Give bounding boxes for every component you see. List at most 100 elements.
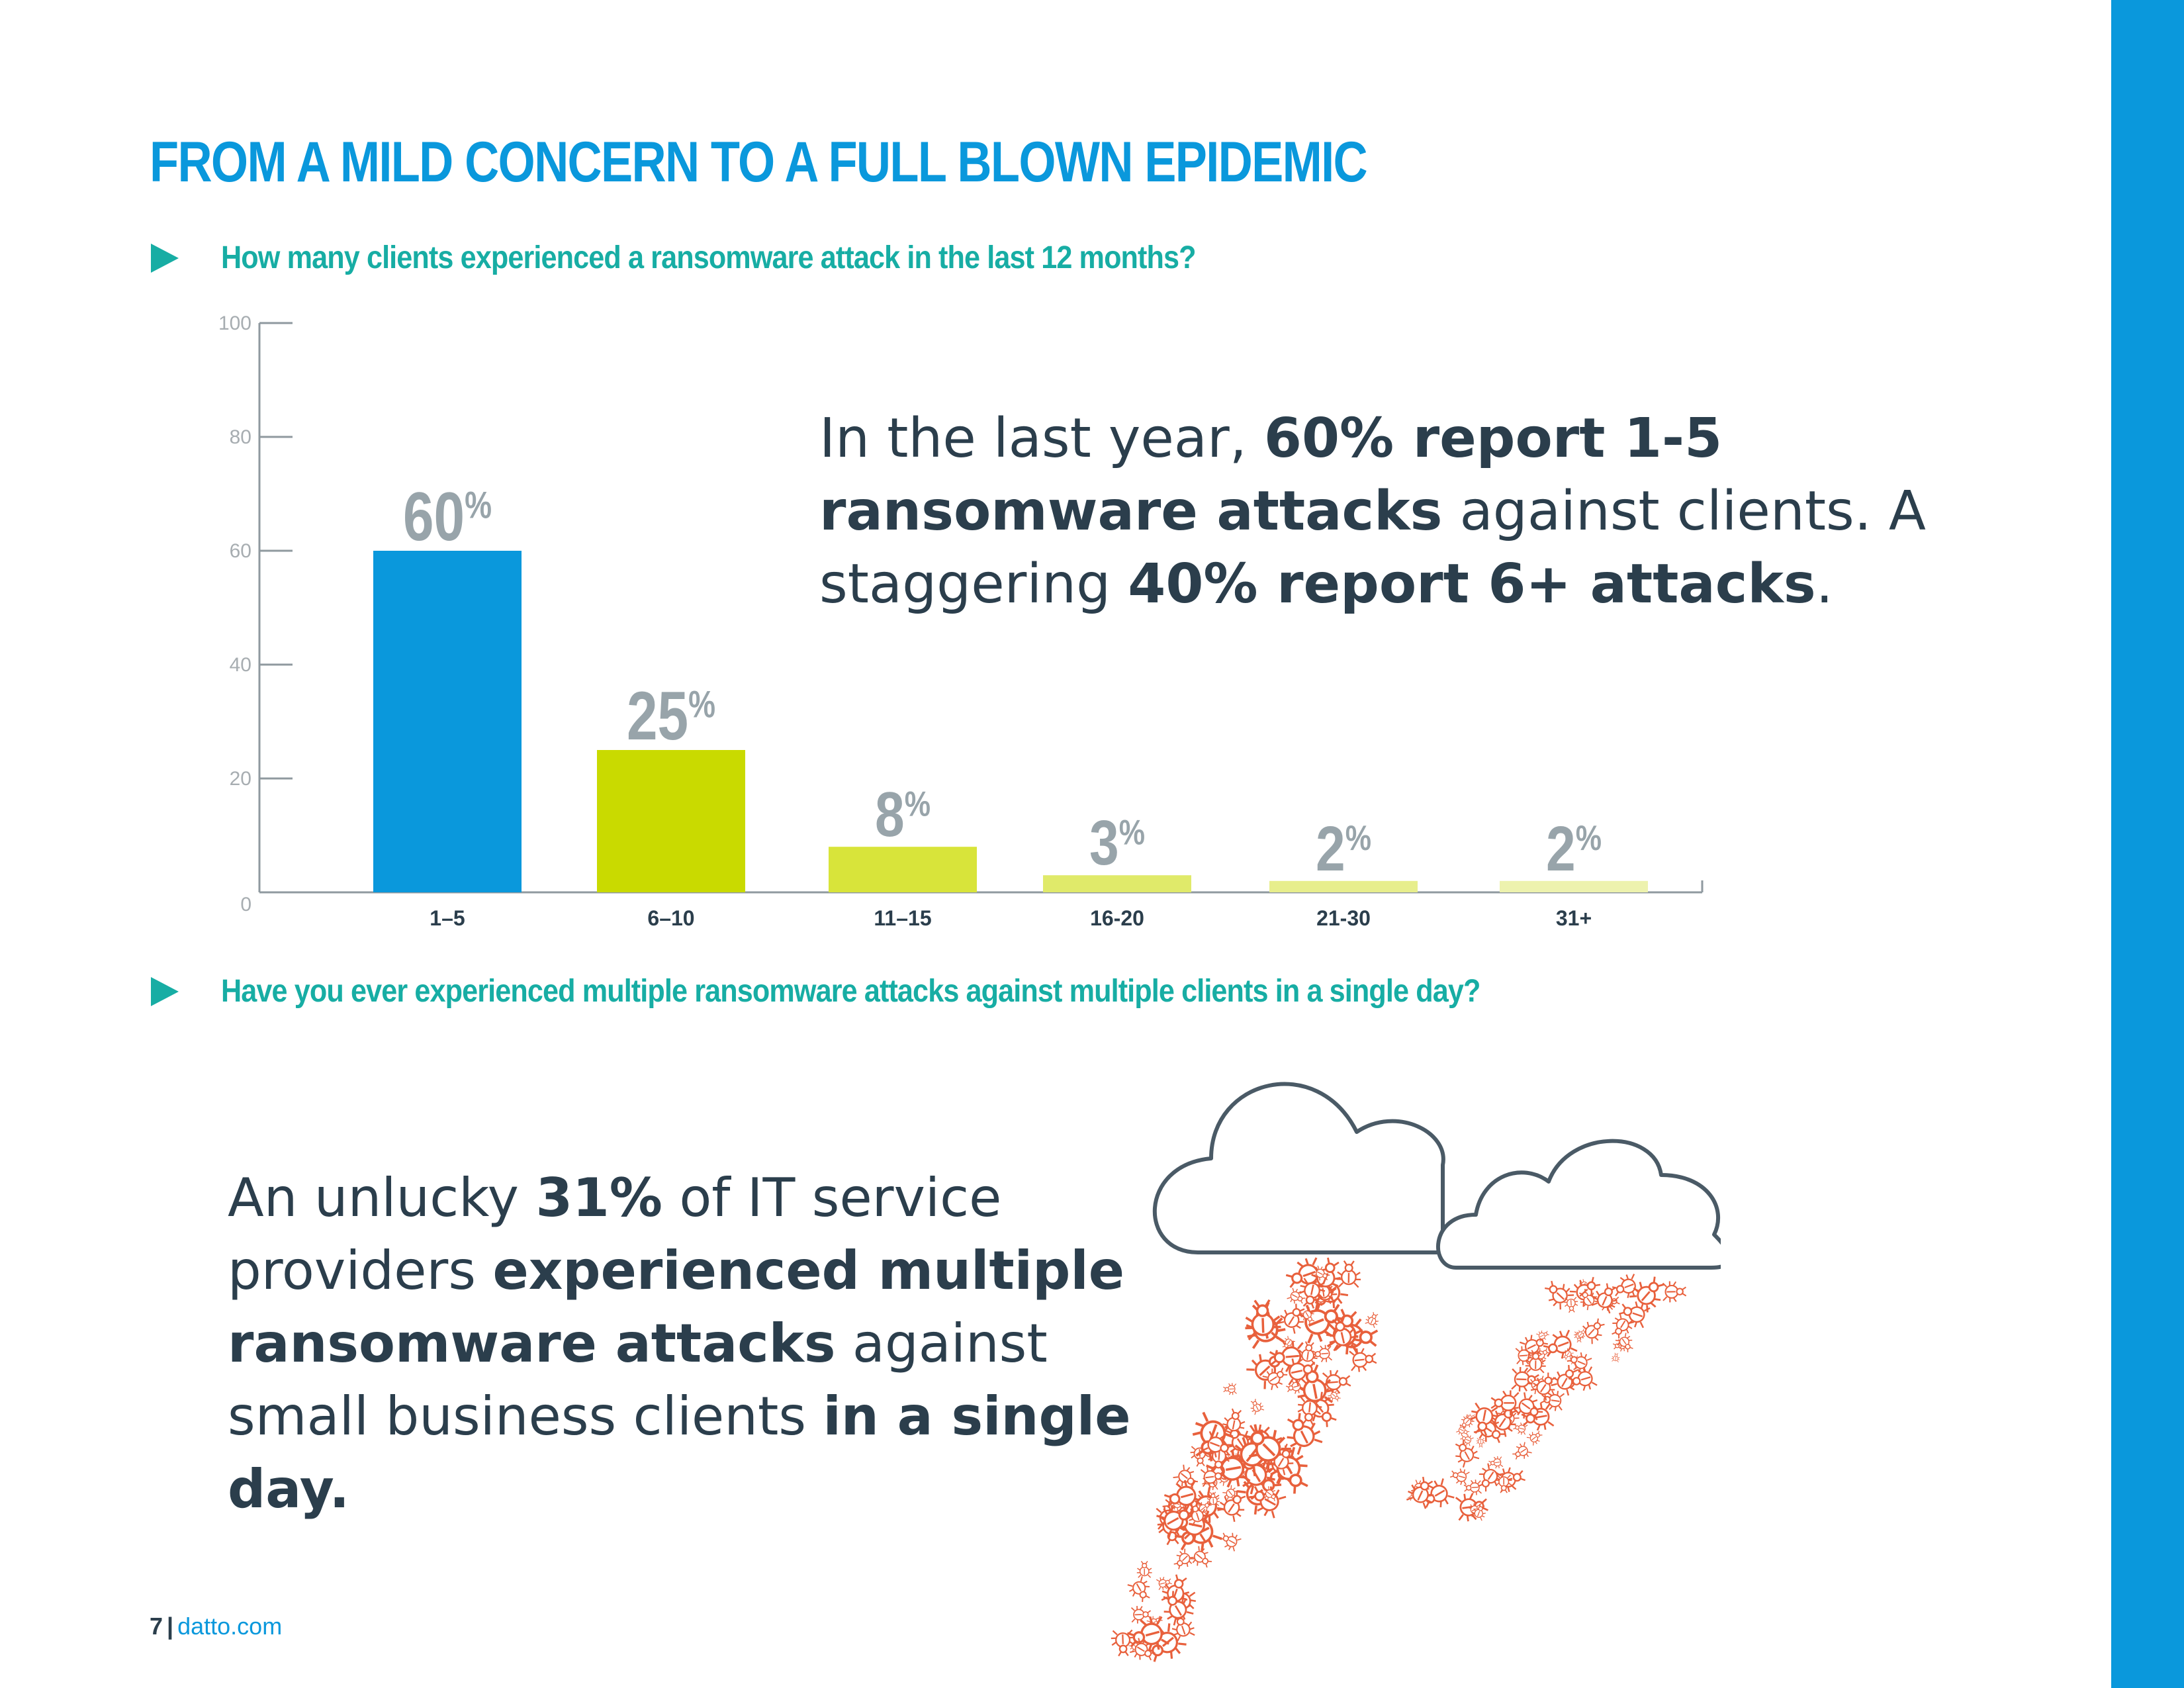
bug-icon	[1495, 1474, 1512, 1493]
bug-icon	[1543, 1329, 1578, 1359]
bug-icon	[1130, 1605, 1152, 1624]
bug-icon	[1156, 1576, 1172, 1590]
bug-icon	[1126, 1616, 1169, 1652]
bug-icon	[1195, 1501, 1212, 1517]
x-tick-label: 16-20	[1090, 906, 1144, 930]
bug-icon	[1156, 1505, 1195, 1538]
footer-separator: |	[167, 1613, 174, 1640]
bar-chart: 0 20 40 60 80 100 1–5 60% 6–10 25% 11–15 8% 16-20 3% 2…	[218, 312, 1704, 930]
y-tick-label: 40	[230, 654, 251, 676]
bar	[1269, 880, 1418, 892]
bug-icon	[1312, 1265, 1330, 1281]
bar	[373, 551, 522, 892]
bug-icon	[1336, 1260, 1361, 1288]
page-title: FROM A MILD CONCERN TO A FULL BLOWN EPID…	[150, 130, 1368, 194]
callout1-bold-1: 60% report 1-5 ransomware attacks	[819, 407, 1723, 543]
bug-icon	[1277, 1303, 1305, 1334]
bar	[597, 750, 745, 892]
data-label: 25%	[627, 678, 715, 755]
bug-icon	[1287, 1413, 1323, 1455]
y-tick-label: 20	[230, 768, 251, 790]
callout2-text-2: of IT service providers	[228, 1167, 1002, 1301]
bug-icon	[1564, 1297, 1578, 1313]
x-tick-label: 31+	[1556, 906, 1592, 930]
triangle-bullet-icon	[151, 976, 179, 1006]
chart-callout: In the last year, 60% report 1-5 ransomw…	[819, 402, 2077, 621]
bug-icon	[1530, 1372, 1557, 1401]
stat-callout: An unlucky 31% of IT service providers e…	[228, 1162, 1187, 1526]
bug-icon	[1611, 1352, 1620, 1363]
bug-icon	[1525, 1350, 1546, 1374]
footer-site-link[interactable]: datto.com	[177, 1613, 283, 1640]
bug-icon	[1568, 1366, 1598, 1391]
bug-icon	[1513, 1422, 1528, 1435]
bug-icon	[1261, 1486, 1279, 1501]
bug-icon	[1545, 1280, 1574, 1310]
callout2-bold-3: in a single day.	[228, 1385, 1131, 1520]
x-tick-label: 6–10	[647, 906, 694, 930]
bug-icon	[1217, 1490, 1246, 1523]
bug-icon	[1243, 1424, 1291, 1472]
bug-icon	[1629, 1276, 1664, 1313]
bug-icon	[1512, 1442, 1532, 1460]
bug-icon	[1490, 1390, 1520, 1416]
footer: 7 | datto.com	[150, 1613, 282, 1640]
data-label: 2%	[1316, 814, 1371, 884]
bug-icon	[1262, 1368, 1288, 1390]
bug-icon	[1282, 1336, 1295, 1350]
bug-icon	[1526, 1430, 1543, 1446]
bug-icon	[1591, 1283, 1617, 1314]
callout1-text-2: against clients. A staggering	[819, 480, 1926, 616]
bug-icon	[1540, 1390, 1565, 1411]
x-tick-label: 1–5	[430, 906, 465, 930]
bug-icon	[1579, 1318, 1605, 1344]
bug-icon	[1459, 1414, 1475, 1430]
bug-icon	[1245, 1299, 1281, 1340]
bar	[1043, 875, 1191, 892]
callout2-bold-1: 31%	[535, 1167, 662, 1229]
data-label: 2%	[1546, 814, 1602, 884]
y-tick-label: 100	[218, 312, 251, 334]
bug-icon	[1471, 1503, 1486, 1521]
bug-icon	[1460, 1434, 1474, 1446]
bug-icon	[1456, 1424, 1470, 1436]
bug-swarm	[1111, 1257, 1687, 1662]
data-label: 3%	[1089, 808, 1145, 878]
bug-icon	[1200, 1466, 1226, 1488]
bug-icon	[1662, 1281, 1687, 1303]
bug-icon	[1206, 1491, 1220, 1507]
bug-icon	[1202, 1430, 1234, 1458]
bug-icon	[1163, 1479, 1203, 1512]
triangle-bullet-icon	[151, 243, 179, 273]
bug-icon	[1488, 1456, 1504, 1469]
bug-icon	[1130, 1638, 1156, 1661]
x-tick-label: 21-30	[1316, 906, 1371, 930]
callout2-text-3: against small business clients	[228, 1313, 1048, 1447]
bug-icon	[1536, 1330, 1549, 1342]
bug-icon	[1511, 1367, 1539, 1392]
bug-icon	[1463, 1479, 1482, 1495]
bug-icon	[1512, 1392, 1543, 1421]
bug-icon	[1220, 1532, 1242, 1552]
bug-icon	[1449, 1468, 1470, 1485]
bar	[829, 847, 977, 892]
bug-icon	[1136, 1560, 1152, 1578]
bug-icon	[1476, 1438, 1485, 1448]
callout2-text-1: An unlucky	[228, 1167, 536, 1229]
x-tick-label: 11–15	[874, 906, 931, 930]
question-1: How many clients experienced a ransomwar…	[151, 240, 1304, 276]
bug-icon	[1163, 1591, 1194, 1626]
bug-icon	[1303, 1391, 1337, 1427]
question-1-text: How many clients experienced a ransomwar…	[221, 240, 1197, 275]
bug-icon	[1365, 1312, 1379, 1329]
bug-icon	[1328, 1317, 1357, 1352]
callout1-text-3: .	[1815, 553, 1833, 616]
question-2: Have you ever experienced multiple ranso…	[151, 973, 1620, 1009]
bar	[1500, 880, 1648, 892]
side-accent-band	[2111, 0, 2184, 1688]
callout1-bold-2: 40% report 6+ attacks	[1128, 553, 1816, 616]
bug-icon	[1250, 1399, 1265, 1415]
bug-icon	[1455, 1439, 1480, 1468]
y-tick-label: 60	[230, 540, 251, 562]
bug-icon	[1222, 1408, 1246, 1436]
